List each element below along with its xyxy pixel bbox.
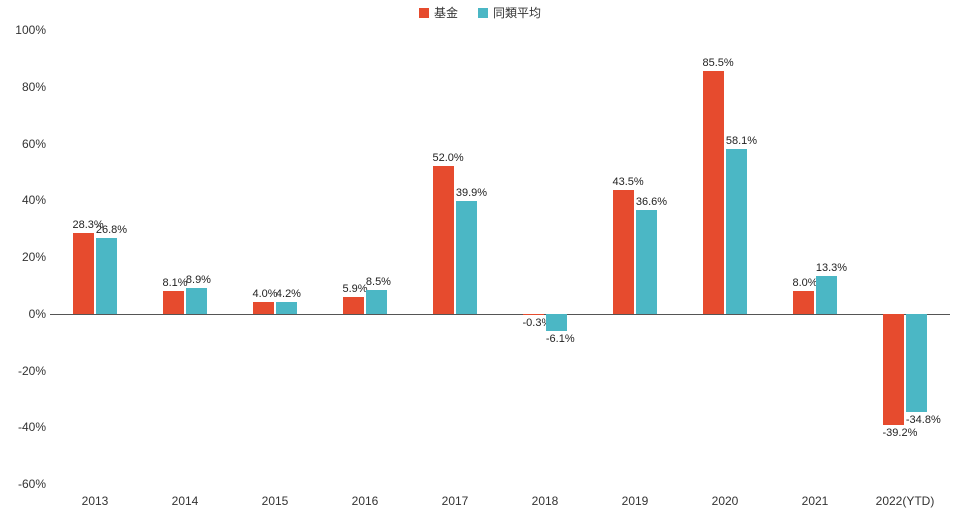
y-tick-label: 0%	[0, 307, 46, 321]
bar-同類平均-2015	[276, 302, 298, 314]
y-tick-label: 40%	[0, 193, 46, 207]
x-tick-label: 2015	[262, 494, 289, 508]
legend-item-1: 同類平均	[478, 4, 541, 21]
plot-area: 28.3%26.8%8.1%8.9%4.0%4.2%5.9%8.5%52.0%3…	[50, 30, 950, 484]
bar-基金-2016	[343, 297, 365, 314]
bar-label: 58.1%	[726, 135, 757, 147]
y-tick-label: -20%	[0, 364, 46, 378]
x-tick-label: 2016	[352, 494, 379, 508]
y-tick-label: -40%	[0, 420, 46, 434]
bar-同類平均-2017	[456, 201, 478, 314]
bar-基金-2020	[703, 71, 725, 314]
bar-label: 8.1%	[163, 277, 188, 289]
bar-同類平均-2019	[636, 210, 658, 314]
legend-label-0: 基金	[434, 4, 458, 21]
bar-同類平均-2022(YTD)	[906, 314, 928, 413]
y-tick-label: 60%	[0, 137, 46, 151]
bar-label: 8.0%	[793, 277, 818, 289]
x-tick-label: 2017	[442, 494, 469, 508]
x-tick-label: 2020	[712, 494, 739, 508]
bar-同類平均-2018	[546, 314, 568, 331]
bar-label: 43.5%	[613, 176, 644, 188]
bar-同類平均-2013	[96, 238, 118, 314]
bar-同類平均-2021	[816, 276, 838, 314]
x-tick-label: 2018	[532, 494, 559, 508]
bar-label: 52.0%	[433, 152, 464, 164]
y-tick-label: -60%	[0, 477, 46, 491]
legend-item-0: 基金	[419, 4, 458, 21]
performance-bar-chart: 基金同類平均 28.3%26.8%8.1%8.9%4.0%4.2%5.9%8.5…	[0, 0, 960, 508]
bar-基金-2019	[613, 190, 635, 313]
bar-label: 13.3%	[816, 262, 847, 274]
bar-label: -39.2%	[883, 427, 918, 439]
bar-基金-2017	[433, 166, 455, 314]
legend-label-1: 同類平均	[493, 4, 541, 21]
y-tick-label: 80%	[0, 80, 46, 94]
x-tick-label: 2019	[622, 494, 649, 508]
bar-label: 4.2%	[276, 288, 301, 300]
x-tick-label: 2013	[82, 494, 109, 508]
y-tick-label: 20%	[0, 250, 46, 264]
legend-swatch-1	[478, 8, 488, 18]
x-tick-label: 2014	[172, 494, 199, 508]
bar-基金-2021	[793, 291, 815, 314]
zero-line	[50, 314, 950, 315]
x-tick-label: 2021	[802, 494, 829, 508]
bar-同類平均-2014	[186, 288, 208, 313]
bar-基金-2014	[163, 291, 185, 314]
bar-label: -6.1%	[546, 333, 575, 345]
bar-同類平均-2020	[726, 149, 748, 314]
bar-label: 39.9%	[456, 187, 487, 199]
bar-基金-2013	[73, 233, 95, 313]
bar-label: 5.9%	[343, 283, 368, 295]
y-tick-label: 100%	[0, 23, 46, 37]
bar-label: -34.8%	[906, 414, 941, 426]
bar-label: 8.9%	[186, 274, 211, 286]
legend-swatch-0	[419, 8, 429, 18]
bar-label: 36.6%	[636, 196, 667, 208]
x-tick-label: 2022(YTD)	[876, 494, 935, 508]
bar-同類平均-2016	[366, 290, 388, 314]
bar-label: 8.5%	[366, 276, 391, 288]
bar-label: 85.5%	[703, 57, 734, 69]
bar-基金-2018	[523, 314, 545, 315]
bar-label: 4.0%	[253, 288, 278, 300]
bar-label: 26.8%	[96, 224, 127, 236]
legend: 基金 同類平均	[0, 4, 960, 21]
bar-基金-2022(YTD)	[883, 314, 905, 425]
bar-基金-2015	[253, 302, 275, 313]
